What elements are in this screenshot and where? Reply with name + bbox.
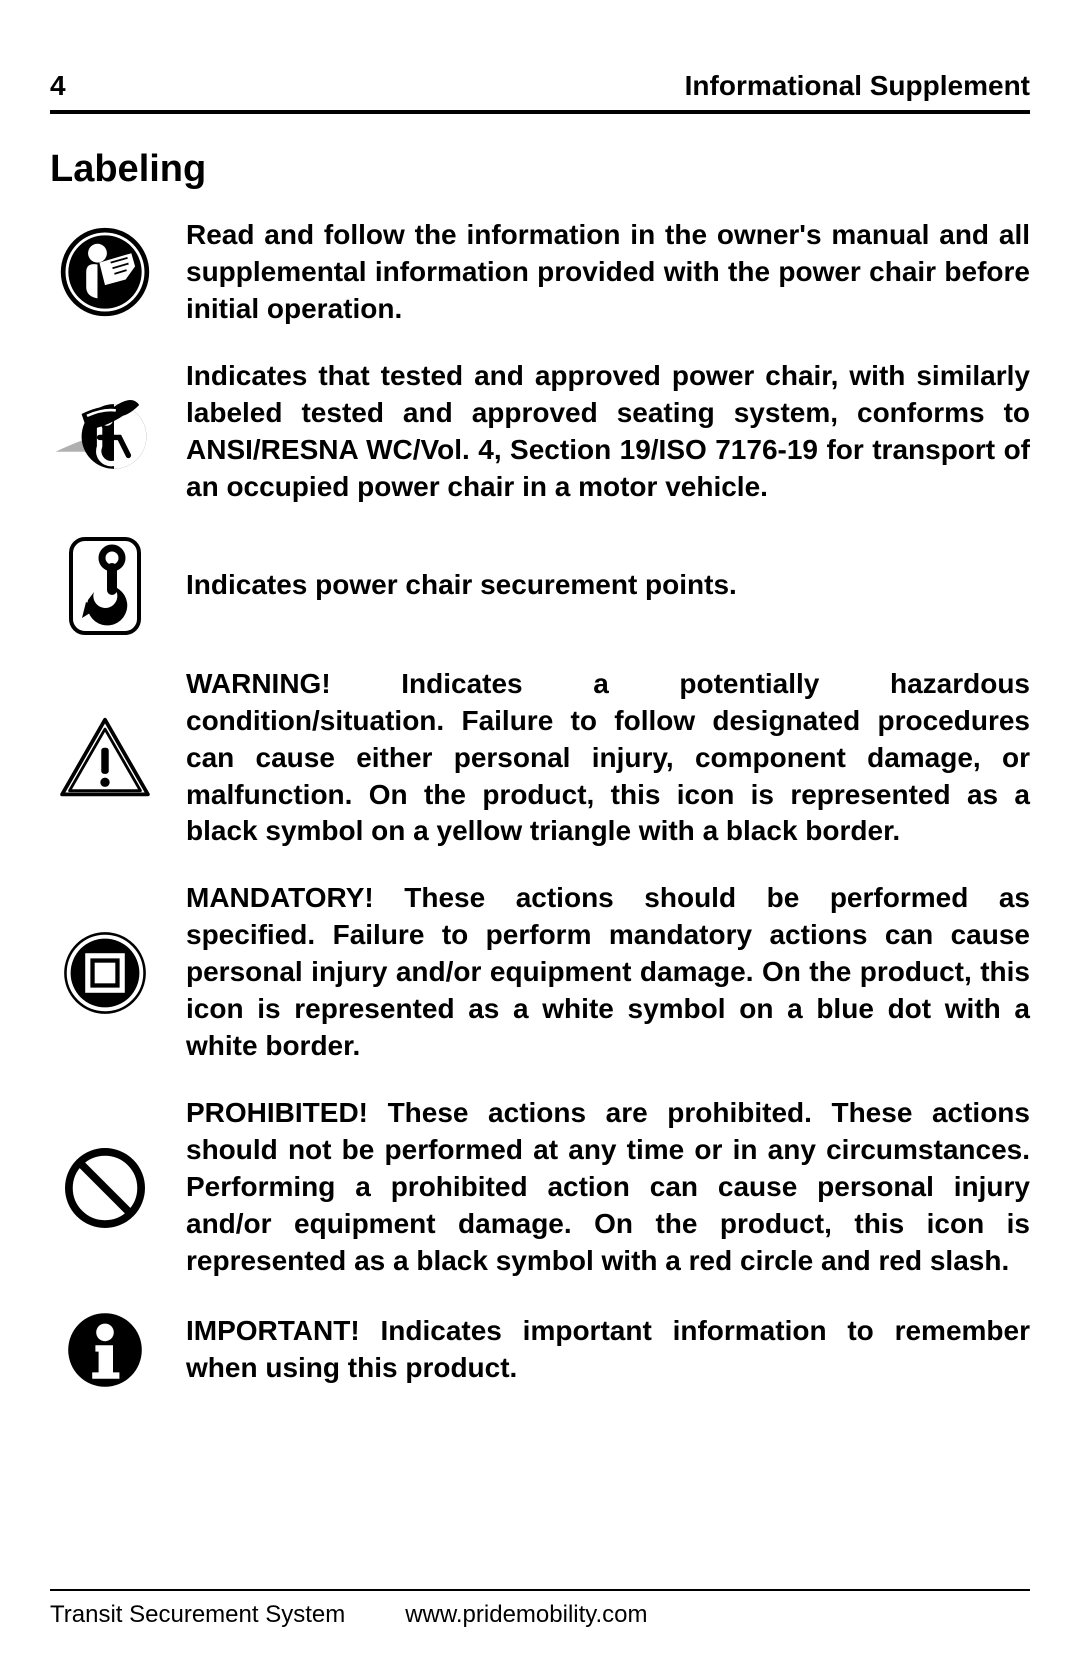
label-item-text: Indicates power chair securement points. xyxy=(186,567,737,604)
header-title: Informational Supplement xyxy=(685,70,1030,102)
securement-hook-icon xyxy=(50,536,160,636)
label-item-text: IMPORTANT! Indicates important informati… xyxy=(186,1313,1030,1387)
footer-left: Transit Securement System xyxy=(50,1601,345,1629)
page-number: 4 xyxy=(50,70,66,102)
important-info-icon xyxy=(50,1310,160,1390)
footer-center: www.pridemobility.com xyxy=(405,1601,647,1629)
footer: Transit Securement System www.pridemobil… xyxy=(50,1589,1030,1629)
label-item-text: Indicates that tested and approved power… xyxy=(186,358,1030,506)
label-item-text: PROHIBITED! These actions are prohibited… xyxy=(186,1095,1030,1280)
label-item: MANDATORY! These actions should be perfo… xyxy=(50,880,1030,1065)
label-item: Read and follow the information in the o… xyxy=(50,217,1030,328)
transit-approved-icon xyxy=(50,387,160,477)
prohibited-circle-icon xyxy=(50,1145,160,1231)
label-item: Indicates power chair securement points. xyxy=(50,536,1030,636)
label-items: Read and follow the information in the o… xyxy=(50,217,1030,1569)
read-manual-icon xyxy=(50,225,160,319)
label-item-text: WARNING! Indicates a potentially hazardo… xyxy=(186,666,1030,851)
label-item-text: MANDATORY! These actions should be perfo… xyxy=(186,880,1030,1065)
mandatory-square-icon xyxy=(50,930,160,1016)
page-header: 4 Informational Supplement xyxy=(50,70,1030,114)
warning-triangle-icon xyxy=(50,716,160,800)
section-title: Labeling xyxy=(50,148,1030,191)
label-item-text: Read and follow the information in the o… xyxy=(186,217,1030,328)
label-item: WARNING! Indicates a potentially hazardo… xyxy=(50,666,1030,851)
label-item: IMPORTANT! Indicates important informati… xyxy=(50,1310,1030,1390)
label-item: PROHIBITED! These actions are prohibited… xyxy=(50,1095,1030,1280)
label-item: Indicates that tested and approved power… xyxy=(50,358,1030,506)
document-page: 4 Informational Supplement Labeling Re xyxy=(0,0,1080,1669)
